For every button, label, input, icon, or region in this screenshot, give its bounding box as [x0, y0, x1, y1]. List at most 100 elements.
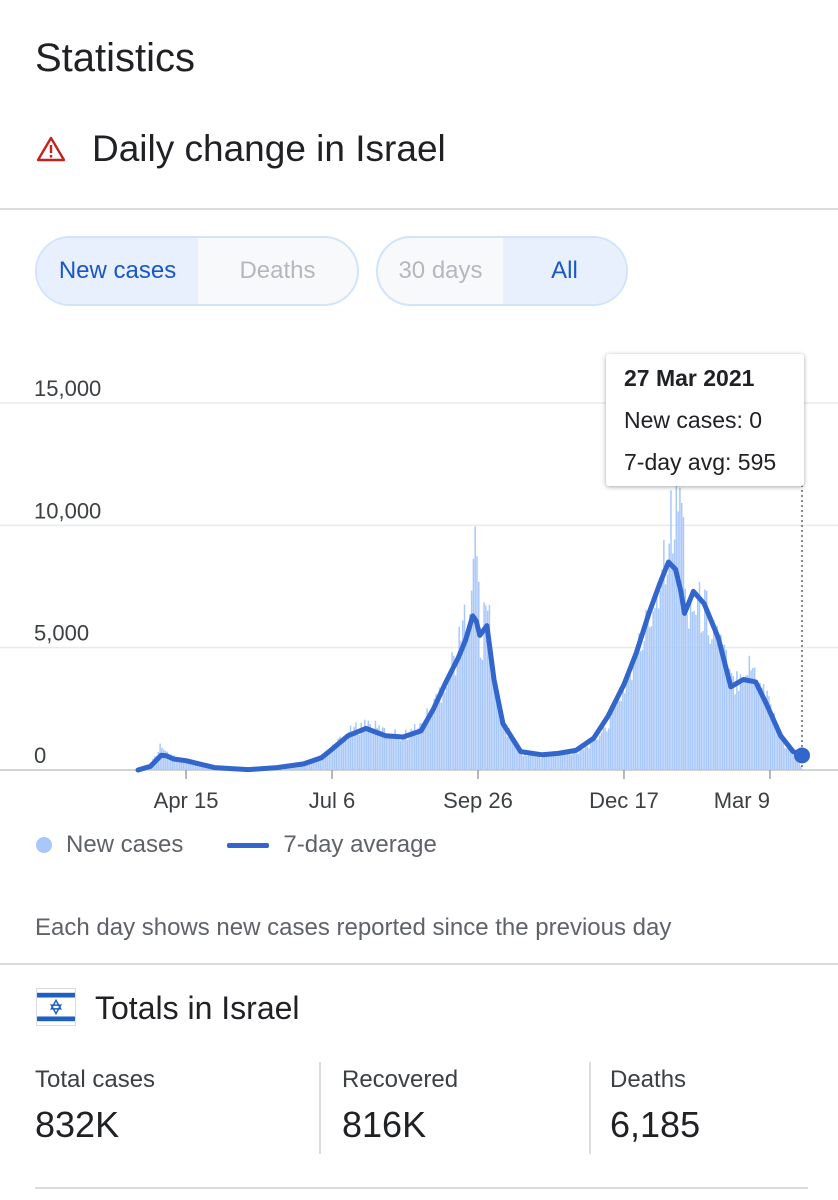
- new-cases-bar: [355, 722, 357, 770]
- new-cases-bar: [438, 687, 441, 770]
- all-tab[interactable]: All: [502, 238, 626, 304]
- new-cases-bar: [650, 626, 653, 770]
- new-cases-bar: [691, 611, 694, 770]
- new-cases-bar: [543, 754, 546, 770]
- new-cases-bar: [597, 739, 599, 770]
- new-cases-bar: [745, 675, 747, 770]
- new-cases-bar: [620, 701, 622, 770]
- new-cases-bar: [648, 627, 651, 770]
- divider: [0, 208, 838, 210]
- new-cases-bar: [164, 750, 167, 770]
- new-cases-bar: [627, 677, 630, 770]
- new-cases-bar: [390, 737, 393, 770]
- new-cases-bar: [412, 730, 414, 770]
- new-cases-bar: [611, 703, 614, 770]
- 30-days-tab[interactable]: 30 days: [398, 257, 483, 284]
- new-cases-bar: [716, 625, 719, 770]
- new-cases-bar: [536, 755, 539, 770]
- new-cases-bar: [316, 757, 318, 770]
- new-cases-bar: [656, 590, 658, 770]
- new-cases-bar: [652, 611, 654, 770]
- new-cases-bar: [408, 738, 411, 770]
- stat-label: Deaths: [610, 1066, 687, 1093]
- new-cases-bar: [638, 633, 640, 770]
- new-cases-bar: [371, 731, 373, 770]
- new-cases-bar: [180, 758, 183, 770]
- new-cases-bar: [679, 487, 681, 770]
- new-cases-bar: [672, 553, 674, 770]
- new-cases-bar: [413, 724, 416, 770]
- new-cases-bar: [773, 712, 775, 770]
- new-cases-bar: [554, 753, 557, 770]
- new-cases-bar: [453, 655, 455, 770]
- new-cases-bar: [389, 737, 391, 770]
- cases-chart[interactable]: 0 5,000 10,000 15,000 Apr 15 Jul 6 Sep 26 Dec …: [0, 340, 838, 840]
- new-cases-bar: [178, 758, 181, 770]
- new-cases-bar: [378, 725, 380, 770]
- new-cases-bar: [467, 626, 469, 770]
- new-cases-bar: [312, 757, 314, 770]
- new-cases-bar: [647, 621, 649, 770]
- new-cases-bar: [372, 731, 375, 770]
- new-cases-bar: [552, 754, 555, 770]
- new-cases-bar: [397, 739, 400, 770]
- new-cases-bar: [419, 723, 421, 770]
- new-cases-bar: [399, 740, 402, 770]
- new-cases-bar: [485, 605, 487, 770]
- new-cases-bar: [405, 729, 407, 770]
- new-cases-bar: [342, 737, 345, 770]
- metric-toggle: New cases Deaths: [35, 236, 359, 306]
- new-cases-bar: [520, 754, 523, 770]
- new-cases-bar: [771, 719, 774, 770]
- new-cases-bar: [730, 672, 733, 770]
- new-cases-bar: [444, 692, 446, 770]
- new-cases-bar: [187, 762, 190, 770]
- new-cases-bar: [433, 698, 435, 770]
- new-cases-bar: [396, 737, 398, 770]
- new-cases-bar: [777, 730, 779, 770]
- new-cases-bar: [533, 753, 535, 770]
- new-cases-bar: [332, 744, 334, 770]
- new-cases-bar: [510, 737, 512, 770]
- deaths-tab[interactable]: Deaths: [239, 257, 316, 284]
- new-cases-bar: [563, 753, 565, 770]
- new-cases-bar: [376, 727, 379, 770]
- new-cases-bar: [757, 682, 759, 770]
- new-cases-bar: [734, 694, 736, 770]
- new-cases-bar: [634, 649, 637, 770]
- tooltip-avg: 7-day avg: 595: [624, 449, 777, 475]
- new-cases-bar: [542, 756, 544, 770]
- chart-legend: New cases 7-day average: [36, 830, 437, 860]
- new-cases-bar: [365, 730, 368, 770]
- new-cases-bar: [531, 754, 533, 770]
- new-cases-bar: [449, 673, 452, 770]
- new-cases-bar: [698, 582, 701, 770]
- new-cases-bar: [362, 728, 364, 770]
- new-cases-bar: [340, 739, 343, 770]
- new-cases-bar: [622, 689, 624, 770]
- new-cases-bar: [746, 675, 749, 770]
- new-cases-bar: [374, 720, 377, 770]
- new-cases-bar: [461, 620, 464, 770]
- y-tick-label: 10,000: [34, 498, 101, 523]
- new-cases-bar: [319, 755, 322, 770]
- new-cases-bar: [684, 588, 686, 770]
- new-cases-bar: [173, 755, 176, 770]
- new-cases-bar: [358, 735, 361, 770]
- new-cases-bar: [483, 602, 485, 770]
- new-cases-bar: [445, 687, 448, 770]
- new-cases-bar: [581, 749, 583, 770]
- new-cases-bar: [682, 517, 685, 770]
- new-cases-bar: [506, 736, 508, 770]
- chart-note: Each day shows new cases reported since …: [35, 914, 672, 941]
- new-cases-bar: [454, 675, 457, 770]
- new-cases-bar: [785, 748, 788, 770]
- new-cases-bar: [718, 648, 720, 770]
- new-cases-bar: [704, 589, 706, 770]
- new-cases-bar: [643, 640, 646, 770]
- new-cases-bar: [348, 731, 350, 770]
- new-cases-tab[interactable]: New cases: [37, 238, 198, 304]
- new-cases-bar: [494, 684, 496, 770]
- new-cases-bar: [663, 539, 665, 770]
- new-cases-bar: [615, 703, 617, 770]
